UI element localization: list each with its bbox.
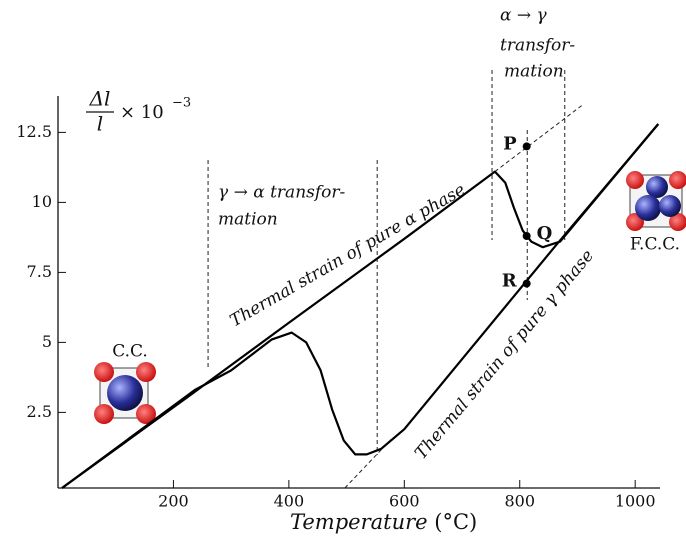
x-tick-label: 400	[274, 492, 305, 511]
line	[61, 123, 660, 489]
point-label: P	[503, 133, 517, 154]
annotation: transfor-	[500, 36, 575, 56]
point-label: R	[502, 271, 518, 292]
y-label-exponent: −3	[172, 96, 191, 111]
x-tick-label: 1000	[615, 492, 656, 511]
x-tick-label: 600	[389, 492, 420, 511]
cc-cube	[94, 362, 156, 424]
fcc-cube	[626, 171, 686, 231]
point	[522, 232, 531, 240]
y-tick-label: 12.5	[16, 122, 52, 141]
y-label-denominator: l	[97, 112, 103, 136]
x-tick-label: 200	[158, 492, 189, 511]
annotation: C.C.	[112, 342, 148, 362]
x-tick-label: 800	[504, 492, 535, 511]
annotation: mation	[504, 62, 564, 82]
annotation: Thermal strain of pure α phase	[227, 180, 469, 331]
dashed-line	[494, 104, 584, 172]
y-tick-label: 7.5	[27, 262, 52, 281]
y-tick-label: 10	[32, 192, 52, 211]
y-axis-label: Δl l × 10 −3	[86, 87, 191, 136]
point-label: Q	[537, 223, 553, 244]
y-label-numerator: Δl	[89, 87, 111, 111]
annotation: γ → α transfor-	[218, 183, 346, 203]
y-tick-label: 2.5	[27, 402, 52, 421]
point	[522, 142, 531, 151]
annotation: α → γ	[500, 6, 548, 26]
x-axis-label: Temperature (°C)	[290, 510, 477, 534]
line	[61, 123, 660, 489]
point	[522, 279, 531, 288]
annotation: mation	[218, 210, 278, 230]
y-label-factor: × 10	[120, 102, 164, 123]
y-tick-label: 5	[42, 332, 52, 351]
annotation: F.C.C.	[630, 235, 680, 255]
